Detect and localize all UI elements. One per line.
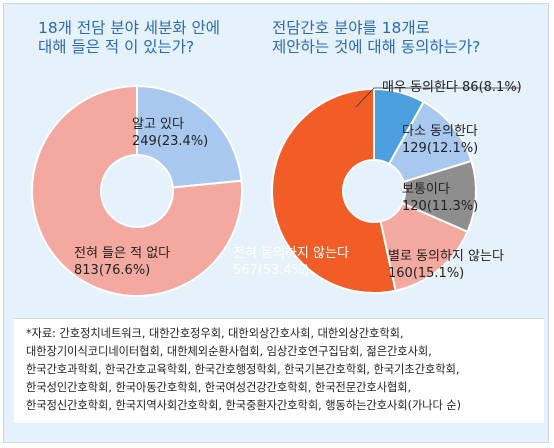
right-slice-label: 매우 동의한다 86(8.1%) — [382, 80, 522, 95]
left-chart-title-line-1: 18개 전담 분야 세분화 안에 — [38, 19, 221, 37]
left-pie-slice — [136, 84, 243, 189]
source-line: 대한장기이식코디네이터협회, 대한체외순환사협회, 임상간호연구집담회, 젊은간… — [26, 345, 432, 358]
right-slice-label: 다소 동의한다 129(12.1%) — [402, 124, 478, 156]
right-slice-leader-line — [355, 87, 520, 108]
right-slice-label: 보통이다 120(11.3%) — [402, 182, 478, 214]
left-slice-label: 알고 있다 249(23.4%) — [132, 117, 208, 149]
source-line: 한국간호과학회, 한국간호교육학회, 한국간호행정학회, 한국기본간호학회, 한… — [26, 363, 460, 376]
right-chart-title: 전담간호 분야를 18개로 제안하는 것에 대해 동의하는가? — [272, 19, 480, 57]
left-slice-label: 전혀 들은 적 없다 813(76.6%) — [74, 246, 170, 278]
donut-charts: 알고 있다 249(23.4%) 전혀 들은 적 없다 813(76.6%) 매우 동의… — [31, 80, 522, 297]
right-chart-title-line-2: 제안하는 것에 대해 동의하는가? — [272, 38, 481, 56]
right-pie-slice — [379, 202, 469, 292]
right-pie-slice — [271, 87, 397, 294]
right-chart-title-line-1: 전담간호 분야를 18개로 — [272, 19, 430, 37]
infographic-panel: 18개 전담 분야 세분화 안에 대해 들은 적 이 있는가? 전담간호 분야를… — [3, 3, 549, 443]
left-chart-title-line-2: 대해 들은 적 이 있는가? — [38, 38, 195, 56]
right-slice-label: 전혀 동의하지 않는다 567(53.4%) — [233, 246, 349, 278]
source-footnote: *자료: 간호정치네트워크, 대한간호정우회, 대한외상간호사회, 대한외상간호… — [14, 318, 544, 423]
left-chart-title: 18개 전담 분야 세분화 안에 대해 들은 적 이 있는가? — [38, 19, 220, 57]
source-line: 한국성인간호학회, 한국아동간호학회, 한국여성건강간호학회, 한국전문간호사협… — [26, 381, 412, 394]
source-line: *자료: 간호정치네트워크, 대한간호정우회, 대한외상간호사회, 대한외상간호… — [26, 327, 404, 340]
right-slice-label: 별로 동의하지 않는다 160(15.1%) — [388, 249, 504, 281]
left-pie-slice — [31, 84, 243, 297]
source-line: 한국정신간호학회, 한국지역사회간호학회, 한국중환자간호학회, 행동하는간호사… — [26, 399, 462, 412]
